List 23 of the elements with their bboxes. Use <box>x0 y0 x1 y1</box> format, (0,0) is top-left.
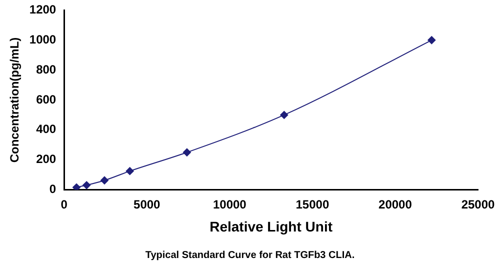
y-axis-title: Concentration(pg/mL) <box>8 37 22 163</box>
y-tick-label: 1200 <box>29 2 56 17</box>
y-tick-label: 600 <box>36 92 56 106</box>
x-tick-label: 25000 <box>461 197 496 212</box>
point <box>72 183 81 190</box>
x-tick-label: 0 <box>60 197 68 212</box>
x-tick-label: 10000 <box>212 197 247 212</box>
point <box>82 181 91 190</box>
point <box>280 110 288 119</box>
y-tick-label: 800 <box>36 62 56 76</box>
y-tick-label: 400 <box>36 122 56 136</box>
x-tick-label: 15000 <box>296 197 330 212</box>
point <box>428 36 436 44</box>
y-tick-label: 1000 <box>29 32 56 46</box>
point <box>126 167 134 176</box>
text: Typical Standard Curve for Rat TGFb3 CLIA. <box>144 250 356 261</box>
x-axis-title: Relative Light Unit <box>210 218 333 234</box>
point <box>100 176 108 184</box>
y-tick-label: 200 <box>36 152 56 166</box>
point <box>182 148 191 156</box>
y-tick-label: 0 <box>49 182 56 196</box>
x-tick-label: 5000 <box>134 197 161 212</box>
x-tick-label: 20000 <box>378 197 412 212</box>
